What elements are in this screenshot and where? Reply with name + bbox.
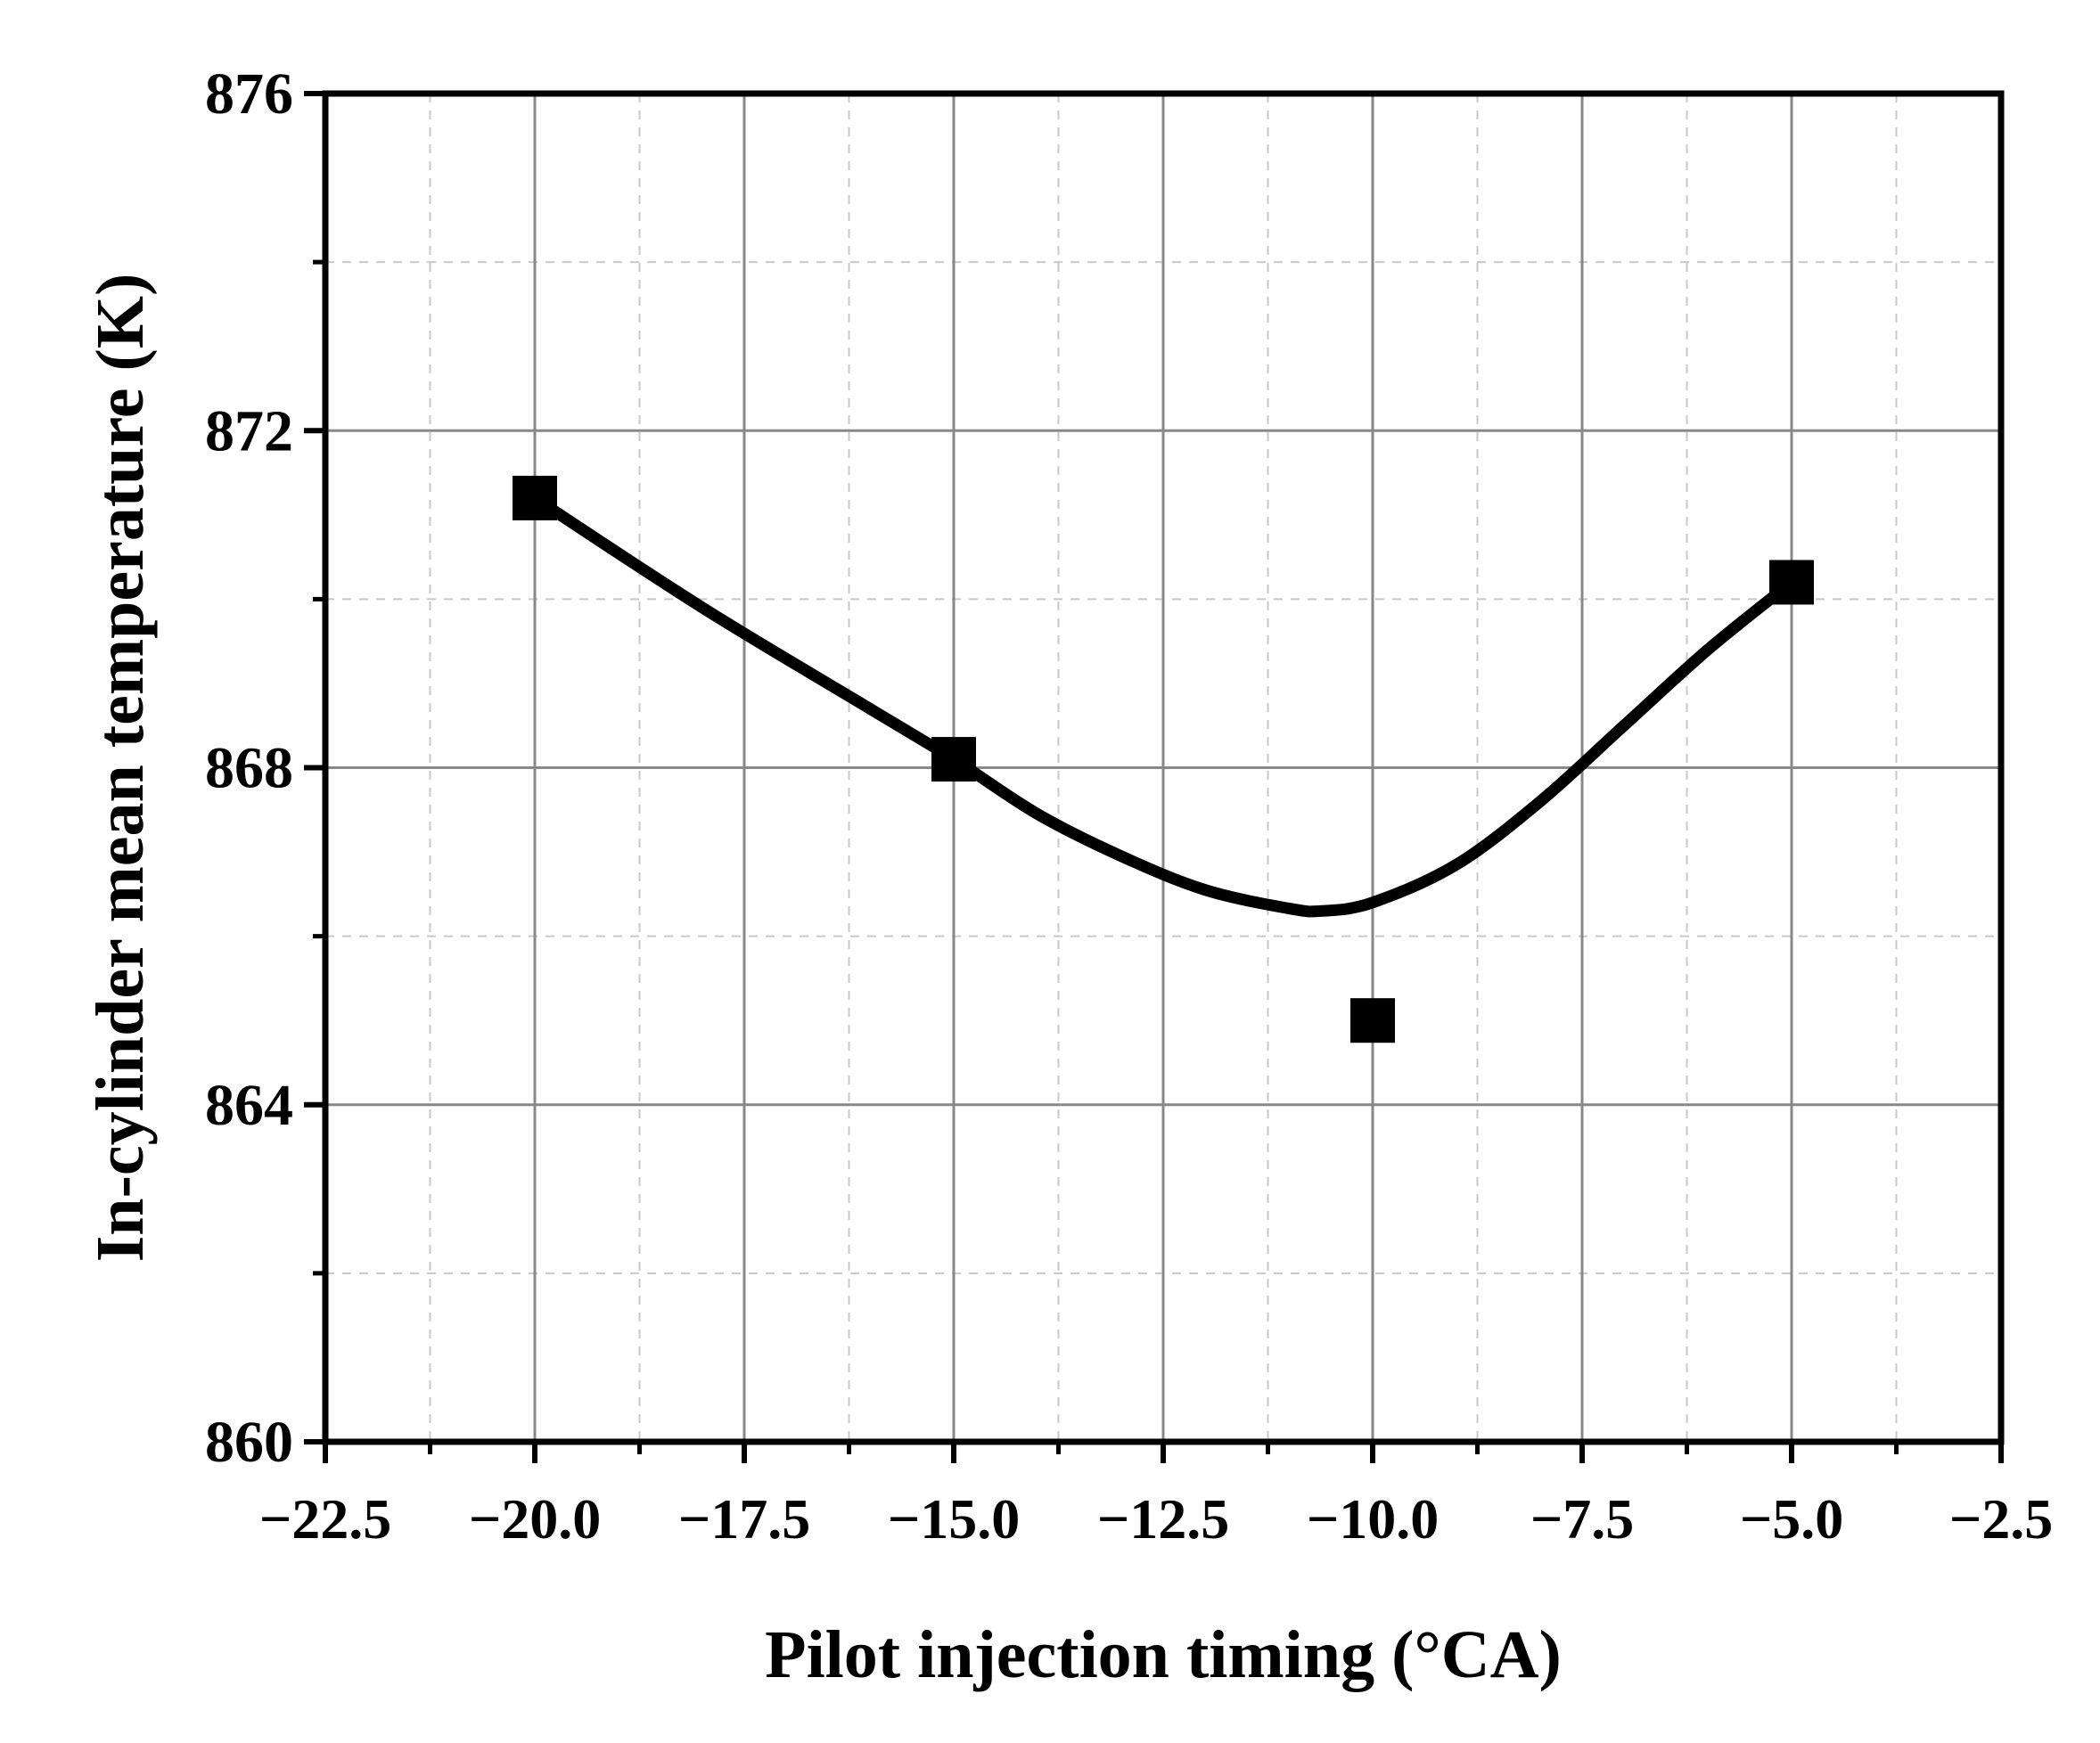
y-axis-label: In-cylinder mean temperature (K) xyxy=(83,274,158,1263)
x-tick-label: −5.0 xyxy=(1740,1487,1843,1551)
x-tick-label: −17.5 xyxy=(678,1487,810,1551)
y-tick-label: 876 xyxy=(205,61,293,127)
x-tick-label: −15.0 xyxy=(888,1487,1020,1551)
x-tick-label: −7.5 xyxy=(1530,1487,1634,1551)
x-tick-label: −22.5 xyxy=(259,1487,391,1551)
x-tick-label: −10.0 xyxy=(1307,1487,1439,1551)
data-point xyxy=(1350,998,1395,1043)
x-axis-label: Pilot injection timing (°CA) xyxy=(765,1617,1562,1692)
data-point xyxy=(931,737,976,782)
x-tick-label: −2.5 xyxy=(1949,1487,2053,1551)
y-tick-label: 864 xyxy=(205,1073,293,1138)
data-point xyxy=(1769,560,1814,605)
data-point xyxy=(513,475,557,520)
y-tick-label: 872 xyxy=(205,398,293,463)
y-tick-label: 860 xyxy=(205,1410,293,1475)
x-tick-label: −20.0 xyxy=(469,1487,601,1551)
fit-curve-line xyxy=(529,492,1798,918)
major-grid xyxy=(325,94,2001,1442)
plot-frame xyxy=(322,90,2005,1445)
data-markers xyxy=(513,475,1814,1043)
x-tick-labels: −22.5 −20.0 −17.5 −15.0 −12.5 −10.0 −7.5 −5.0 −2… xyxy=(259,1487,2053,1551)
y-tick-label: 868 xyxy=(205,736,293,801)
x-tick-label: −12.5 xyxy=(1097,1487,1229,1551)
y-tick-labels: 860 864 868 872 876 xyxy=(205,61,293,1475)
axis-ticks xyxy=(304,91,2004,1463)
fit-curve xyxy=(529,492,1798,918)
